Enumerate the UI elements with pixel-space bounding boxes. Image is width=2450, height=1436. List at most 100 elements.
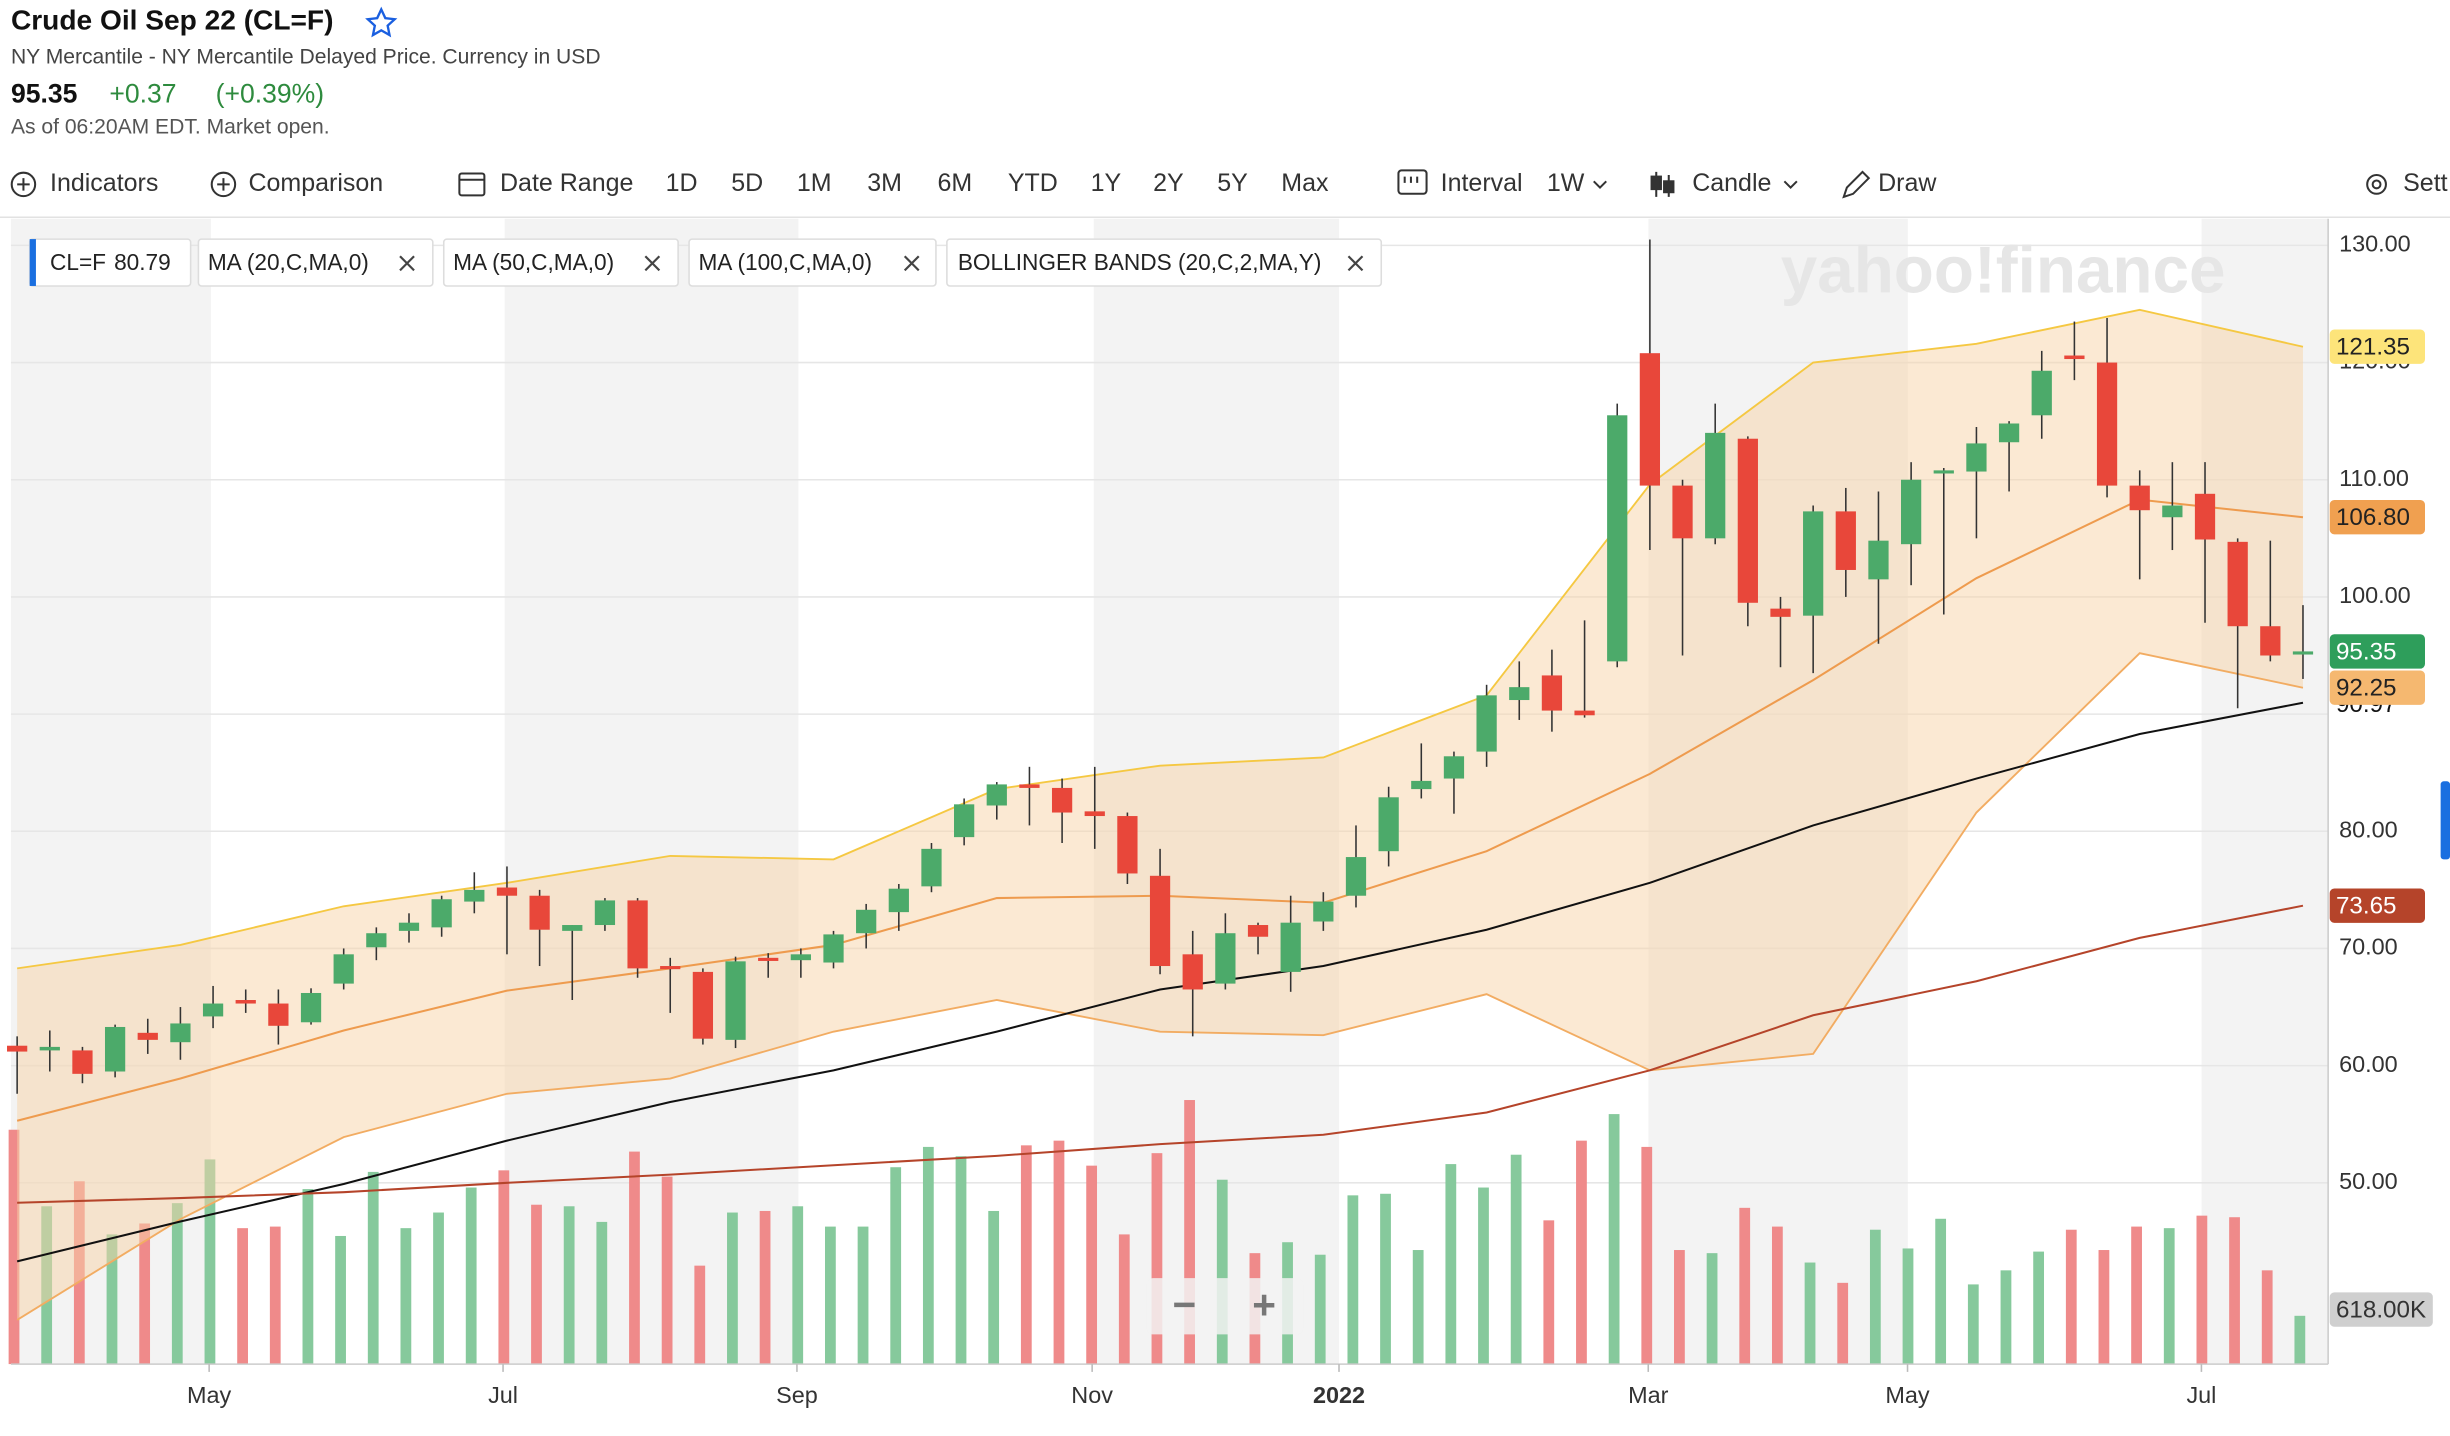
volume-bar: [1478, 1187, 1489, 1365]
volume-bar: [1608, 1114, 1620, 1365]
volume-bar: [694, 1265, 706, 1365]
volume-bar: [1020, 1145, 1032, 1365]
interval[interactable]: Interval: [1441, 169, 1523, 197]
volume-bar: [1347, 1195, 1359, 1365]
zoom-out[interactable]: −: [1173, 1282, 1197, 1328]
volume-bar: [988, 1210, 1000, 1365]
chart-type[interactable]: Candle: [1692, 169, 1771, 197]
range-button[interactable]: 5D: [731, 169, 763, 197]
candle-body: [2292, 651, 2314, 655]
candle-body: [170, 1023, 191, 1043]
legend-chip[interactable]: [197, 238, 434, 287]
volume-bar: [2033, 1251, 2045, 1365]
price-badge: [2329, 634, 2425, 669]
candle-body: [954, 804, 975, 838]
candle-body: [1705, 432, 1726, 539]
volume-bar: [727, 1212, 738, 1365]
range-button[interactable]: 5Y: [1217, 169, 1248, 197]
candle-body: [235, 1000, 256, 1004]
axis-labels: 50.0060.0070.0080.0090.00100.00110.00120…: [187, 231, 2433, 1408]
volume-bar: [2261, 1270, 2273, 1365]
range-button[interactable]: 1M: [797, 169, 832, 197]
price-badge-label: 106.80: [2336, 504, 2410, 531]
draw[interactable]: Draw: [1878, 169, 1937, 197]
icon: [1397, 169, 1428, 195]
volume-bar: [204, 1159, 216, 1365]
volume-bar: [139, 1223, 151, 1365]
band-lower: [16, 652, 2304, 1321]
interval-value[interactable]: 1W: [1547, 169, 1585, 197]
range-button[interactable]: 2Y: [1153, 169, 1184, 197]
legend-chip[interactable]: [946, 238, 1383, 287]
range-button[interactable]: YTD: [1008, 169, 1058, 197]
zoom: − +: [1146, 1278, 1304, 1335]
volume-bar: [531, 1204, 542, 1365]
candle-body: [921, 848, 942, 887]
range-button[interactable]: Max: [1281, 169, 1329, 197]
scroll-handle[interactable]: [2440, 781, 2450, 860]
toolbar: [10, 169, 2387, 199]
volume-bar: [2196, 1215, 2208, 1365]
close-icons[interactable]: [399, 255, 1364, 272]
settings[interactable]: Sett: [2403, 169, 2448, 197]
range-button[interactable]: 1Y: [1091, 169, 1122, 197]
candle-body: [1737, 438, 1758, 603]
legend-accent: [29, 239, 36, 286]
candle-body: [398, 922, 420, 931]
price-badge: [2329, 888, 2425, 923]
range-button[interactable]: 3M: [867, 169, 902, 197]
candle-body: [725, 961, 746, 1040]
candle-body: [1868, 540, 1889, 580]
indicators[interactable]: Indicators: [50, 169, 158, 197]
range-button[interactable]: 6M: [938, 169, 973, 197]
volume-bar: [1935, 1218, 1947, 1365]
icon: [458, 172, 486, 197]
candle-body: [986, 784, 1007, 806]
legend-entry: MA (50,C,MA,0): [453, 249, 614, 275]
x-tick-label: Mar: [1628, 1382, 1669, 1408]
candle-body: [366, 933, 387, 948]
volume-bar: [1674, 1250, 1685, 1365]
volume-bar: [1869, 1229, 1881, 1365]
volume-bar: [367, 1171, 379, 1365]
candle-body: [1541, 675, 1563, 711]
candle-body: [1639, 353, 1661, 486]
title: Crude Oil Sep 22 (CL=F): [11, 4, 334, 35]
volume-bar: [1445, 1164, 1457, 1365]
volume-bar: [1412, 1250, 1424, 1365]
legend-chip[interactable]: [688, 238, 937, 287]
price-badge: [2329, 670, 2425, 705]
y-tick-label: 70.00: [2339, 934, 2398, 960]
volume-bar: [629, 1151, 640, 1365]
zoom-in[interactable]: +: [1252, 1282, 1276, 1328]
candle-body: [1182, 954, 1203, 990]
y-tick-label: 60.00: [2339, 1051, 2398, 1077]
volume-bar: [1216, 1179, 1228, 1365]
volume-bar: [1543, 1220, 1555, 1365]
star-icon[interactable]: [365, 6, 398, 38]
volume-bar: [2065, 1229, 2077, 1365]
candle-body: [1215, 933, 1236, 984]
volume-bar: [596, 1221, 608, 1365]
volume-bar: [563, 1206, 575, 1365]
volume-bar: [1706, 1253, 1718, 1365]
legend: CL=F 80.79 MA (20,C,MA,0) MA (50,C,MA,0)…: [28, 238, 1383, 287]
candle-body: [202, 1003, 224, 1017]
candle-body: [2129, 485, 2150, 511]
candle-body: [1607, 415, 1628, 662]
candle-body: [660, 966, 681, 970]
candle-body: [1509, 687, 1530, 701]
range-button[interactable]: 1D: [666, 169, 698, 197]
candle-body: [758, 957, 779, 961]
date-range[interactable]: Date Range: [500, 169, 633, 197]
volume-bar: [1967, 1284, 1979, 1365]
comparison[interactable]: Comparison: [248, 169, 383, 197]
candle-body: [39, 1046, 60, 1051]
volume-bar: [1314, 1254, 1326, 1365]
volume-bar: [1641, 1146, 1653, 1365]
volume-bar: [759, 1210, 771, 1365]
candle-body: [1770, 608, 1791, 617]
candle-body: [562, 925, 583, 931]
icon: [210, 171, 237, 198]
legend-chip[interactable]: [442, 238, 679, 287]
